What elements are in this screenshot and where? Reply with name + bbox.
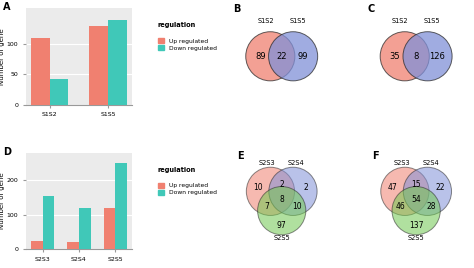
Bar (43, 196, 54, 249)
Text: 126: 126 (429, 52, 445, 61)
Text: 54: 54 (411, 195, 421, 204)
Text: 35: 35 (390, 52, 401, 61)
Text: 46: 46 (396, 202, 406, 211)
Text: S1S5: S1S5 (289, 18, 306, 24)
Text: E: E (237, 151, 244, 161)
Text: regulation: regulation (157, 167, 196, 173)
Circle shape (246, 167, 294, 215)
Bar (31, 38, 50, 105)
Text: 28: 28 (427, 202, 436, 211)
Text: 137: 137 (409, 221, 423, 230)
Text: S1S2: S1S2 (392, 18, 409, 24)
Text: 15: 15 (411, 180, 421, 189)
Bar (115, 163, 127, 249)
Circle shape (257, 187, 306, 235)
Text: B: B (234, 4, 241, 14)
Circle shape (403, 32, 452, 81)
Text: 22: 22 (436, 183, 445, 192)
Bar (79, 208, 91, 249)
Text: 2: 2 (279, 180, 284, 189)
Bar (108, 20, 127, 105)
Bar (90, 26, 108, 105)
Circle shape (269, 167, 317, 215)
Text: C: C (368, 4, 375, 14)
Text: 8: 8 (279, 195, 284, 204)
Text: 10: 10 (253, 183, 263, 192)
Circle shape (269, 32, 318, 81)
Text: S2S5: S2S5 (273, 235, 290, 241)
Text: 97: 97 (277, 221, 287, 230)
Text: 22: 22 (276, 52, 287, 61)
Circle shape (403, 167, 452, 215)
Text: 7: 7 (264, 202, 269, 211)
Circle shape (380, 32, 429, 81)
Circle shape (246, 32, 295, 81)
Circle shape (381, 167, 429, 215)
Text: S1S5: S1S5 (424, 18, 440, 24)
Bar (104, 208, 115, 249)
Circle shape (392, 187, 440, 235)
Bar (67, 242, 79, 249)
Text: 47: 47 (387, 183, 397, 192)
Text: 89: 89 (255, 52, 266, 61)
Bar (31, 241, 43, 249)
Text: S2S4: S2S4 (288, 160, 305, 166)
Text: S2S5: S2S5 (408, 235, 425, 241)
Text: S2S4: S2S4 (422, 160, 439, 166)
Y-axis label: Number of gene: Number of gene (0, 173, 5, 229)
Y-axis label: Number of gene: Number of gene (0, 28, 5, 85)
Legend: Up regulated, Down regulated: Up regulated, Down regulated (158, 38, 217, 51)
Text: S1S2: S1S2 (257, 18, 274, 24)
Text: 10: 10 (292, 202, 302, 211)
Text: D: D (3, 147, 11, 157)
Text: S2S3: S2S3 (259, 160, 275, 166)
Legend: Up regulated, Down regulated: Up regulated, Down regulated (158, 183, 217, 195)
Text: 2: 2 (303, 183, 308, 192)
Text: S2S3: S2S3 (393, 160, 410, 166)
Text: regulation: regulation (157, 23, 196, 28)
Text: 8: 8 (413, 52, 419, 61)
Text: 99: 99 (298, 52, 308, 61)
Text: F: F (372, 151, 379, 161)
Bar (50, 79, 68, 105)
Text: A: A (3, 2, 10, 12)
